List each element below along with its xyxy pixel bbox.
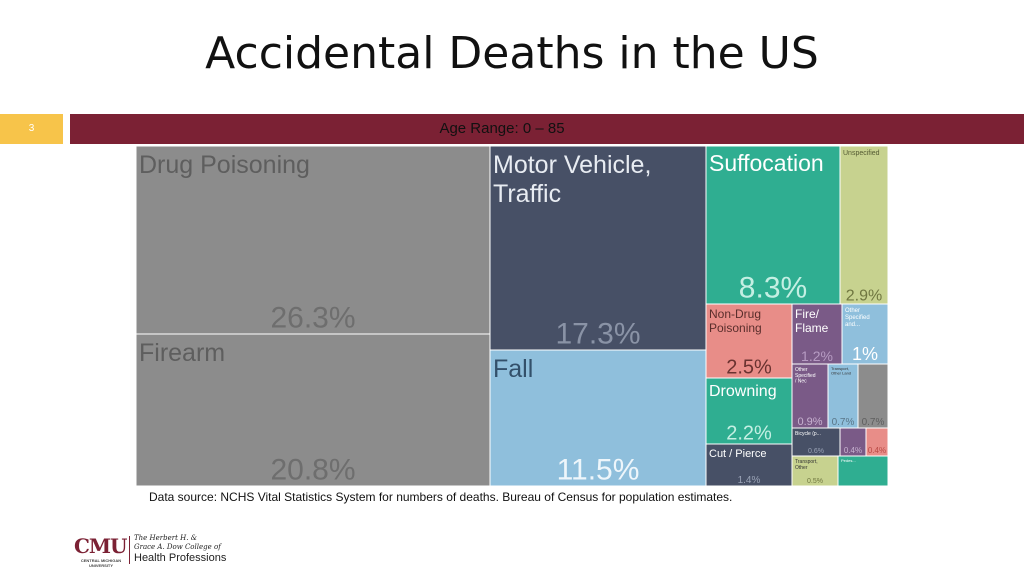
treemap-cell	[705, 303, 793, 379]
treemap-cell-label: Transport, Other Land	[831, 366, 851, 376]
treemap-cell	[841, 303, 888, 365]
header-band	[70, 114, 1024, 144]
treemap-cell-label: Bicycle (p...	[795, 431, 821, 437]
college-line-3: Health Professions	[134, 552, 227, 564]
treemap-cell	[791, 363, 829, 429]
treemap-cell-label: Motor Vehicle, Traffic	[493, 151, 651, 208]
slide-title: Accidental Deaths in the US	[205, 28, 819, 79]
chart-subtitle: Age Range: 0 – 85	[439, 120, 565, 137]
treemap-chart: Drug Poisoning 26.3% Firearm 20.8% Motor Veh…	[136, 146, 888, 486]
treemap-cell	[791, 455, 839, 486]
treemap-cell-label: Other Specified and...	[845, 308, 870, 328]
treemap-cell-label: Cut / Pierce	[709, 448, 766, 460]
treemap-cell-value: 0.4%	[844, 446, 862, 455]
cmu-university-name: CENTRAL MICHIGAN UNIVERSITY	[80, 558, 122, 568]
treemap-cell	[489, 349, 707, 486]
treemap-cell-label: Unspecified	[843, 150, 880, 157]
cmu-wordmark: CMU	[74, 534, 127, 558]
treemap-cell-value: 2.9%	[846, 287, 882, 304]
treemap-cell-label: Fire/Flame	[795, 307, 829, 335]
treemap-cell-label: Pedes...	[841, 458, 856, 463]
treemap-cell-value: 0.7%	[862, 417, 885, 428]
treemap-cell-value: 20.8%	[270, 453, 355, 486]
treemap-cell	[791, 427, 841, 457]
treemap-cell-label: Drug Poisoning	[139, 151, 310, 179]
slide-number: 3	[0, 114, 63, 144]
treemap-cell	[136, 146, 491, 335]
treemap-cell-value: 0.5%	[807, 478, 823, 485]
treemap-cell-value: 11.5%	[557, 453, 640, 486]
treemap-cell-value: 1.4%	[738, 475, 761, 486]
treemap-cell-value: 2.2%	[726, 423, 772, 445]
logo-divider	[129, 536, 130, 564]
treemap-cell-value: 26.3%	[270, 301, 355, 334]
treemap-cell-label: Suffocation	[709, 150, 824, 176]
treemap-cell	[705, 377, 793, 445]
treemap-cell	[705, 146, 841, 305]
treemap-cell	[857, 363, 888, 429]
treemap-cell	[839, 146, 888, 305]
treemap-cell-value: 1.2%	[801, 348, 833, 364]
treemap-cell-value: 0.6%	[808, 448, 824, 455]
treemap-cell	[827, 363, 859, 429]
treemap-cell-label: Firearm	[139, 339, 225, 367]
treemap-cell-value: 1%	[852, 344, 878, 364]
treemap-cell-value: 0.9%	[797, 416, 822, 428]
data-source-note: Data source: NCHS Vital Statistics Syste…	[149, 490, 733, 504]
college-name: The Herbert H. & Grace A. Dow College of…	[134, 534, 274, 565]
treemap-cell	[837, 455, 888, 486]
treemap-cell-label: Other Specified / Nec	[795, 367, 816, 385]
treemap-cell-value: 0.7%	[832, 417, 855, 428]
college-line-1: The Herbert H. &	[134, 534, 197, 542]
treemap-cell	[791, 303, 843, 365]
treemap-cell-label: Non-Drug Poisoning	[709, 307, 762, 335]
treemap-cell-label: Transport, Other	[795, 459, 818, 471]
college-line-2: Grace A. Dow College of	[134, 543, 221, 551]
treemap-cell-label: Drowning	[709, 383, 777, 400]
treemap-cell-value: 2.5%	[726, 357, 772, 379]
treemap-cell-label: Fall	[493, 355, 533, 383]
treemap-cell	[136, 333, 491, 486]
treemap-cell-value: 17.3%	[555, 317, 640, 350]
treemap-cell-value: 8.3%	[739, 271, 807, 304]
treemap-cell-value: 0.4%	[868, 446, 886, 455]
